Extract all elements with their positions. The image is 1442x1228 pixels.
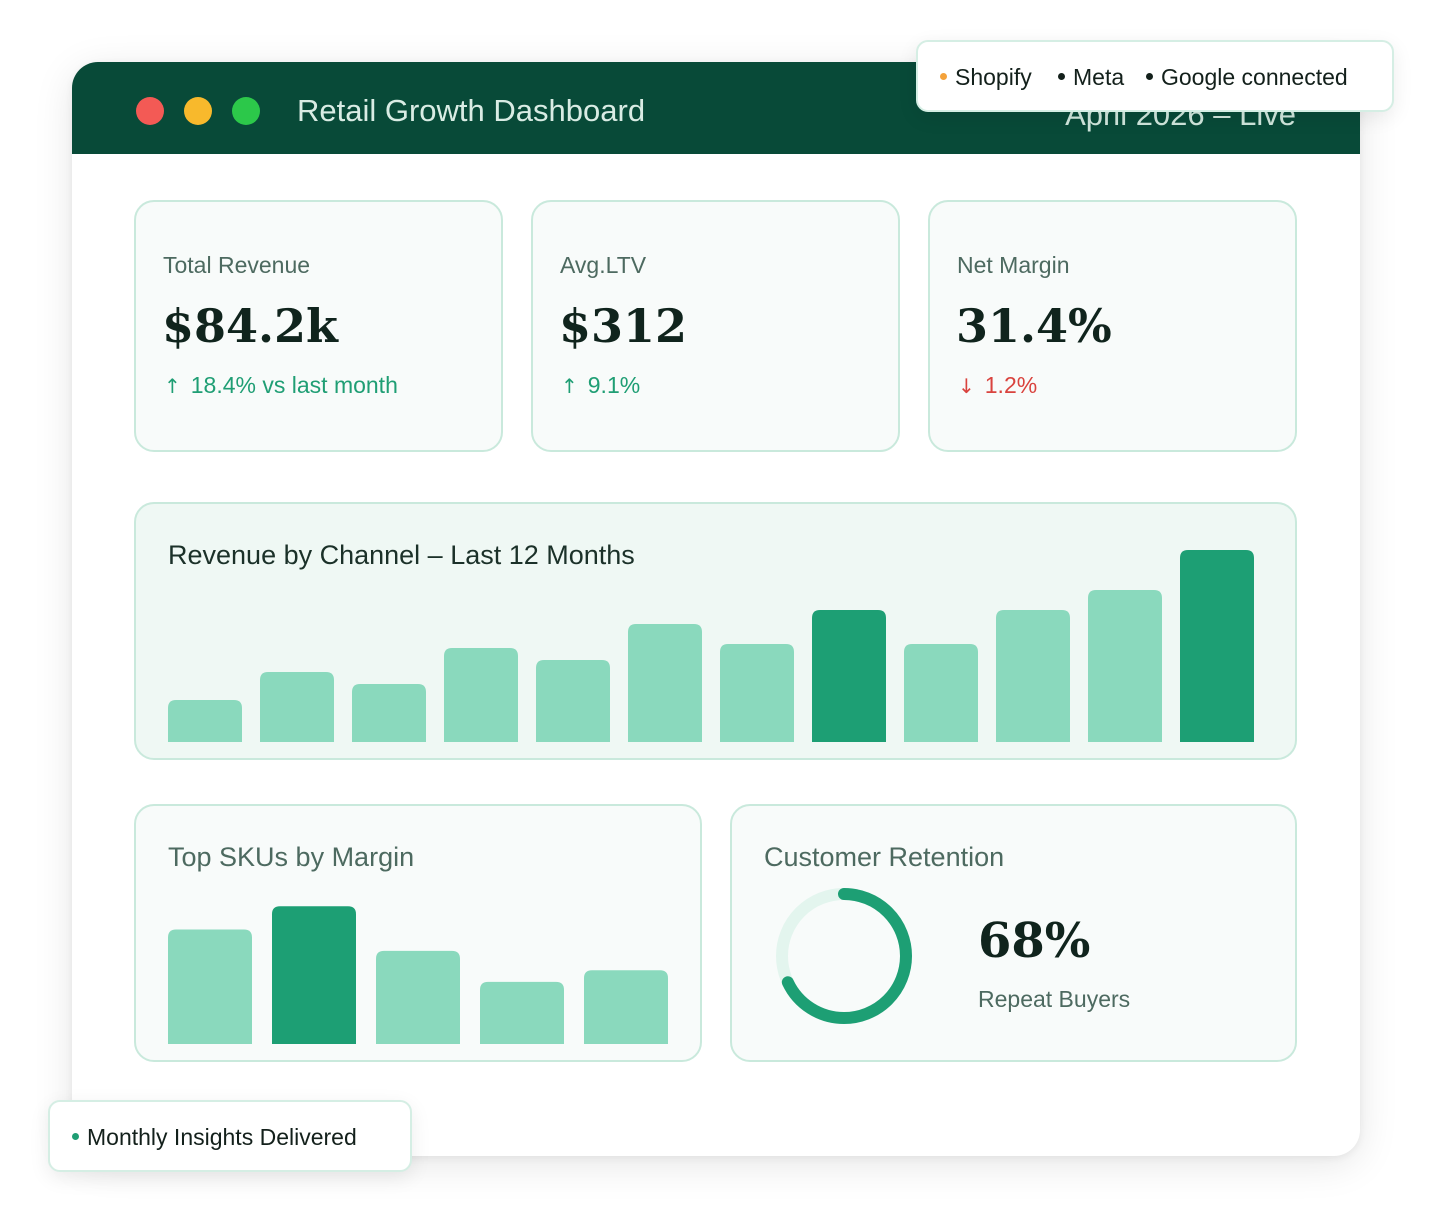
- kpi-delta-text: 1.2%: [984, 372, 1038, 398]
- maximize-window-button[interactable]: [232, 97, 260, 125]
- bar[interactable]: [168, 929, 252, 1044]
- kpi-delta-text: 9.1%: [587, 372, 641, 398]
- bar[interactable]: [376, 950, 460, 1044]
- revenue-bar-chart: [168, 550, 1254, 742]
- chart-title: Revenue by Channel – Last 12 Months: [168, 540, 635, 570]
- sku-bar-chart: [168, 906, 668, 1044]
- minimize-window-button[interactable]: [184, 97, 212, 125]
- retention-label: Repeat Buyers: [978, 986, 1131, 1012]
- retention-title: Customer Retention: [764, 842, 1005, 872]
- bar[interactable]: [444, 648, 518, 742]
- integration-meta: Meta: [1058, 63, 1124, 91]
- integrations-badge: Shopify Meta Google connected: [916, 40, 1394, 112]
- integration-label: Meta: [1073, 64, 1125, 90]
- donut-fill: [776, 888, 912, 1024]
- arrow-down-icon: ↓: [958, 374, 975, 398]
- bar[interactable]: [480, 981, 564, 1044]
- retention-value: 68%: [978, 913, 1091, 969]
- bar[interactable]: [628, 624, 702, 742]
- integration-label: Google connected: [1161, 64, 1348, 90]
- bar[interactable]: [168, 700, 242, 742]
- bar[interactable]: [720, 644, 794, 742]
- status-dot-icon: [940, 73, 947, 81]
- kpi-delta: ↑ 9.1%: [561, 372, 640, 399]
- kpi-card-avg-ltv[interactable]: Avg.LTV $312 ↑ 9.1%: [531, 200, 900, 452]
- revenue-chart-card: Revenue by Channel – Last 12 Months: [134, 502, 1297, 760]
- insights-badge-label: Monthly Insights Delivered: [87, 1124, 357, 1150]
- kpi-card-total-revenue[interactable]: Total Revenue $84.2k ↑ 18.4% vs last mont…: [134, 200, 503, 452]
- kpi-delta: ↑ 18.4% vs last month: [164, 372, 398, 399]
- window-title: Retail Growth Dashboard: [297, 93, 646, 128]
- retention-card: Customer Retention 68% Repeat Buyers: [730, 804, 1297, 1062]
- kpi-delta: ↓ 1.2%: [958, 372, 1037, 399]
- bar[interactable]: [584, 970, 668, 1044]
- kpi-value: $84.2k: [162, 299, 338, 353]
- kpi-value: 31.4%: [956, 299, 1112, 353]
- retention-donut: [776, 888, 912, 1024]
- status-dot-icon: [72, 1133, 79, 1141]
- bar[interactable]: [904, 644, 978, 742]
- bar[interactable]: [1180, 550, 1254, 742]
- arrow-up-icon: ↑: [561, 374, 578, 398]
- status-dot-icon: [1146, 73, 1153, 81]
- kpi-label: Net Margin: [957, 252, 1070, 278]
- integration-label: Shopify: [955, 64, 1032, 90]
- dashboard-window: Retail Growth Dashboard April 2026 – Liv…: [72, 62, 1360, 1156]
- integration-shopify: Shopify: [940, 63, 1032, 91]
- bar[interactable]: [260, 672, 334, 742]
- bar[interactable]: [272, 906, 356, 1044]
- kpi-delta-text: 18.4% vs last month: [190, 372, 398, 398]
- insights-badge: Monthly Insights Delivered: [48, 1100, 412, 1172]
- bar[interactable]: [536, 660, 610, 742]
- kpi-card-net-margin[interactable]: Net Margin 31.4% ↓ 1.2%: [928, 200, 1297, 452]
- sku-chart-card: Top SKUs by Margin: [134, 804, 702, 1062]
- kpi-label: Avg.LTV: [560, 252, 647, 278]
- kpi-label: Total Revenue: [163, 252, 311, 278]
- arrow-up-icon: ↑: [164, 374, 181, 398]
- status-dot-icon: [1058, 73, 1065, 81]
- bar[interactable]: [1088, 590, 1162, 742]
- insights-badge-content: Monthly Insights Delivered: [72, 1123, 357, 1151]
- integration-google: Google connected: [1146, 63, 1348, 91]
- bar[interactable]: [352, 684, 426, 742]
- bar[interactable]: [996, 610, 1070, 742]
- kpi-value: $312: [559, 299, 688, 353]
- chart-title: Top SKUs by Margin: [168, 842, 415, 872]
- close-window-button[interactable]: [136, 97, 164, 125]
- bar[interactable]: [812, 610, 886, 742]
